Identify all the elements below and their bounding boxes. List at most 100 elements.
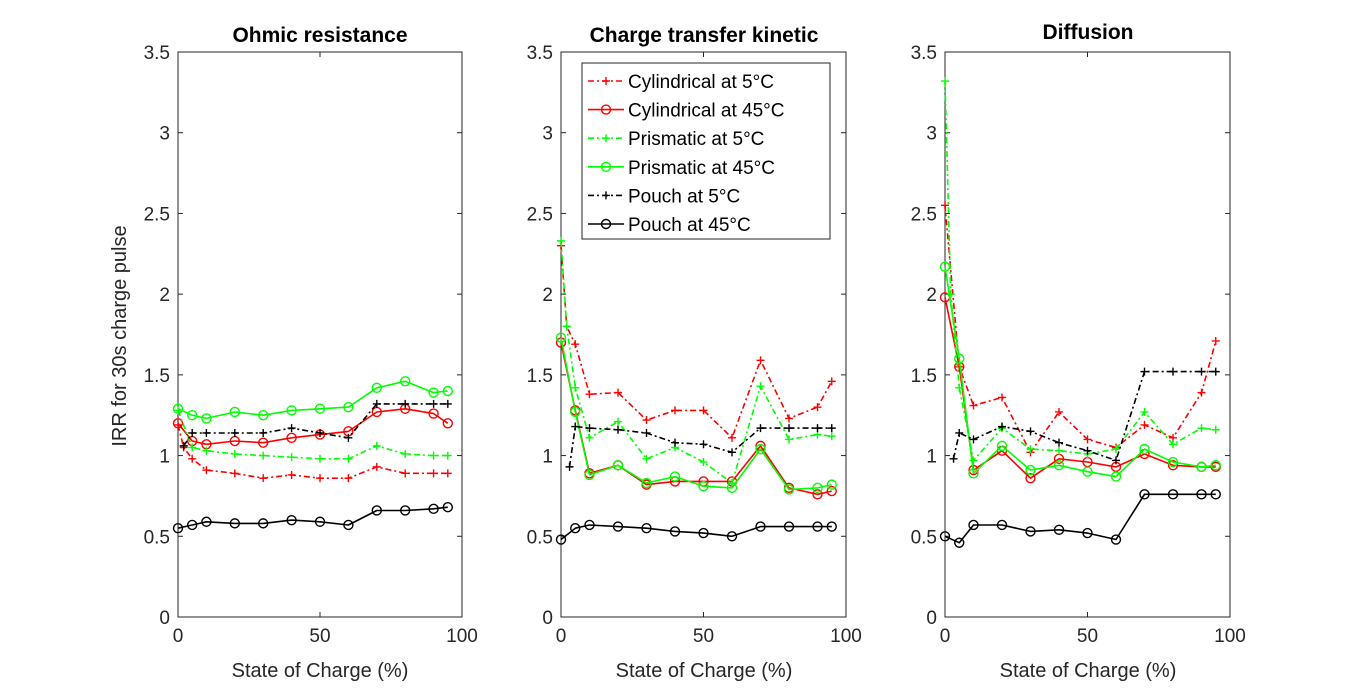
data-point-marker [555,332,567,343]
legend-entry: Prismatic at 45°C [588,158,775,179]
legend-label: Pouch at 5°C [628,186,740,207]
series-pouch-at-45-c [555,519,837,545]
data-point-marker [201,516,212,527]
panel-title: Ohmic resistance [232,24,407,47]
series-prismatic-at-45-c [939,261,1221,482]
panel-title: Charge transfer kinetic [590,24,819,47]
data-point-marker [259,451,268,460]
data-point-marker [827,424,836,433]
data-point-marker [946,290,955,299]
data-point-marker [642,428,651,437]
data-point-marker [1110,534,1122,545]
data-point-marker [371,505,382,516]
data-point-marker [783,484,795,495]
data-point-marker [941,201,949,210]
data-point-marker [585,433,594,442]
y-tick-label: 3.5 [911,43,937,64]
x-tick-label: 0 [940,626,951,647]
data-point-marker [1210,460,1221,471]
y-tick-label: 2.5 [911,204,937,225]
data-point-marker [400,376,411,387]
data-point-marker [1140,407,1149,416]
data-point-marker [1053,524,1065,536]
data-point-marker [1197,388,1206,397]
data-point-marker [826,521,837,532]
data-point-marker [1025,464,1036,476]
data-point-marker [756,356,765,365]
data-point-marker [344,433,353,442]
data-point-marker [557,236,565,245]
data-point-marker [826,485,837,497]
data-point-marker [372,441,381,450]
legend-label: Cylindrical at 45°C [628,101,785,122]
series-prismatic-at-5-c [174,406,452,463]
data-point-marker [443,451,452,460]
data-point-marker [827,377,836,386]
data-point-marker [555,534,567,545]
data-point-marker [371,382,382,393]
data-point-marker [443,469,452,478]
data-point-marker [602,77,610,85]
data-point-marker [343,401,354,413]
y-tick-label: 1 [926,447,937,468]
series-prismatic-at-45-c [555,332,837,495]
legend-label: Prismatic at 5°C [628,129,764,150]
series-pouch-at-45-c [939,489,1221,548]
data-point-marker [316,428,324,437]
y-tick-label: 1.5 [527,366,553,387]
x-tick-label: 100 [830,626,862,647]
data-point-marker [316,474,324,483]
data-point-marker [954,353,965,364]
data-point-marker [442,502,453,513]
data-point-marker [201,413,212,424]
data-point-marker [258,410,269,421]
data-point-marker [1197,367,1206,376]
data-point-marker [186,519,198,531]
data-point-marker [443,399,452,408]
data-point-marker [612,460,624,471]
data-point-marker [585,424,594,433]
data-point-marker [571,383,580,392]
x-tick-label: 0 [173,626,184,647]
data-point-marker [428,387,439,398]
data-point-marker [172,418,184,429]
data-point-marker [614,417,622,426]
data-point-marker [968,468,979,479]
x-axis-label: State of Charge (%) [1000,660,1177,682]
data-point-marker [671,406,679,415]
data-point-marker [756,424,765,433]
data-point-marker [955,428,964,437]
series-pouch-at-45-c [172,502,453,534]
data-point-marker [1112,445,1120,454]
data-point-marker [1025,526,1036,537]
data-point-marker [570,406,581,418]
y-tick-label: 2 [926,285,937,306]
data-point-marker [344,474,353,483]
x-tick-label: 50 [309,626,330,647]
data-point-marker [1169,440,1177,449]
series-pouch-at-5-c [179,399,452,450]
data-point-marker [1082,466,1093,477]
data-point-marker [429,469,438,478]
legend-box [581,62,831,240]
data-point-marker [1055,446,1063,455]
data-point-marker [998,393,1006,402]
data-point-marker [669,526,681,537]
x-tick-label: 50 [693,626,714,647]
data-point-marker [1140,420,1149,429]
data-point-marker [286,405,297,416]
data-point-marker [783,521,795,532]
data-point-marker [600,104,612,115]
y-tick-label: 2 [542,285,553,306]
data-point-marker [812,521,823,532]
data-point-marker [229,518,241,529]
data-point-marker [969,435,978,444]
x-axis-label: State of Charge (%) [616,660,793,682]
data-point-marker [1026,427,1035,436]
y-tick-label: 0.5 [527,527,553,548]
data-point-marker [755,521,766,532]
plot-area: 0 0.5 1 1.5 2 2.5 3 3.5 0 50 100 [911,43,1246,647]
data-point-marker [1197,424,1206,433]
data-point-marker [562,322,571,331]
data-point-marker [1196,489,1207,500]
